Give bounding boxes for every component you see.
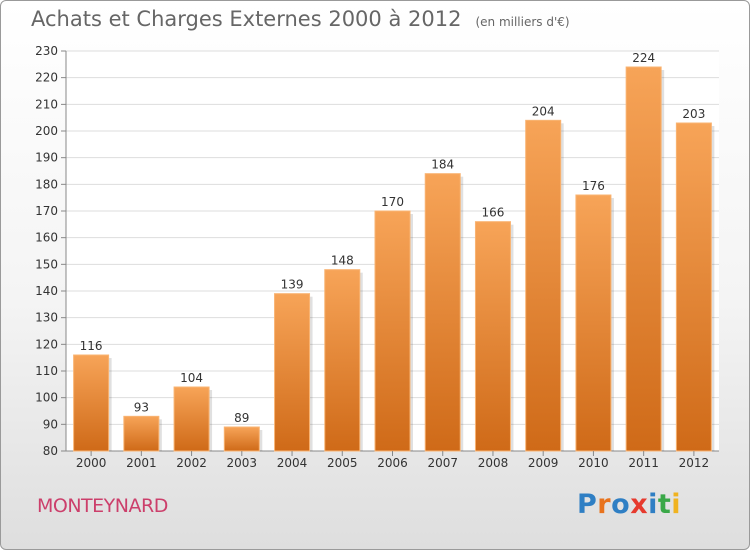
x-tick-label: 2012 bbox=[679, 456, 710, 470]
x-tick-label: 2010 bbox=[578, 456, 609, 470]
y-tick-label: 100 bbox=[35, 391, 58, 405]
y-tick-label: 160 bbox=[35, 231, 58, 245]
x-tick-label: 2006 bbox=[377, 456, 408, 470]
logo-letter: P bbox=[577, 489, 598, 520]
x-tick-label: 2005 bbox=[327, 456, 358, 470]
commune-name: MONTEYNARD bbox=[37, 495, 168, 517]
y-tick-label: 90 bbox=[43, 417, 58, 431]
bar-value-label: 104 bbox=[180, 371, 203, 385]
y-tick-label: 200 bbox=[35, 124, 58, 138]
bar-value-label: 148 bbox=[331, 254, 354, 268]
bar bbox=[374, 210, 411, 452]
x-tick-label: 2011 bbox=[628, 456, 659, 470]
bar bbox=[625, 66, 662, 452]
bar bbox=[474, 221, 511, 452]
proxiti-logo: Proxiti bbox=[577, 489, 681, 520]
bar-value-label: 224 bbox=[632, 51, 655, 65]
logo-letter: i bbox=[671, 489, 682, 520]
x-tick-label: 2001 bbox=[126, 456, 157, 470]
y-tick-label: 110 bbox=[35, 364, 58, 378]
logo-letter: t bbox=[657, 489, 672, 520]
x-tick-label: 2000 bbox=[76, 456, 107, 470]
y-tick-label: 80 bbox=[43, 444, 58, 458]
y-tick-label: 150 bbox=[35, 257, 58, 271]
bar bbox=[525, 119, 562, 452]
bar bbox=[274, 293, 311, 452]
bar-value-label: 93 bbox=[134, 400, 149, 414]
bar-value-label: 176 bbox=[582, 179, 605, 193]
logo-letter: x bbox=[630, 489, 649, 520]
bar bbox=[123, 415, 160, 452]
bar-value-label: 166 bbox=[482, 206, 505, 220]
y-tick-label: 140 bbox=[35, 284, 58, 298]
bar bbox=[424, 173, 461, 452]
x-tick-label: 2004 bbox=[277, 456, 308, 470]
y-tick-label: 130 bbox=[35, 311, 58, 325]
bar-value-label: 139 bbox=[281, 278, 304, 292]
x-tick-label: 2007 bbox=[427, 456, 458, 470]
bar bbox=[223, 426, 260, 452]
y-tick-label: 170 bbox=[35, 204, 58, 218]
bar-value-label: 89 bbox=[234, 411, 249, 425]
logo-letter: o bbox=[611, 489, 631, 520]
y-tick-label: 180 bbox=[35, 177, 58, 191]
chart-subtitle: (en milliers d'€) bbox=[475, 15, 570, 29]
bar-value-label: 204 bbox=[532, 104, 555, 118]
y-tick-label: 210 bbox=[35, 97, 58, 111]
title-row: Achats et Charges Externes 2000 à 2012 (… bbox=[31, 7, 570, 31]
bar bbox=[173, 386, 210, 452]
y-tick-label: 120 bbox=[35, 337, 58, 351]
y-tick-label: 220 bbox=[35, 71, 58, 85]
bar-value-label: 184 bbox=[431, 158, 454, 172]
chart-title: Achats et Charges Externes 2000 à 2012 bbox=[31, 7, 462, 31]
x-tick-label: 2009 bbox=[528, 456, 559, 470]
x-tick-label: 2002 bbox=[176, 456, 207, 470]
bar-value-label: 203 bbox=[682, 107, 705, 121]
x-tick-label: 2008 bbox=[478, 456, 509, 470]
bar bbox=[575, 194, 612, 452]
bar bbox=[675, 122, 712, 452]
logo-letter: i bbox=[648, 489, 658, 520]
bar-value-label: 170 bbox=[381, 195, 404, 209]
bar bbox=[73, 354, 110, 452]
logo-letter: r bbox=[597, 489, 612, 520]
y-tick-label: 230 bbox=[35, 44, 58, 58]
y-tick-label: 190 bbox=[35, 151, 58, 165]
x-tick-label: 2003 bbox=[227, 456, 258, 470]
bar bbox=[324, 269, 361, 452]
bar-value-label: 116 bbox=[80, 339, 103, 353]
